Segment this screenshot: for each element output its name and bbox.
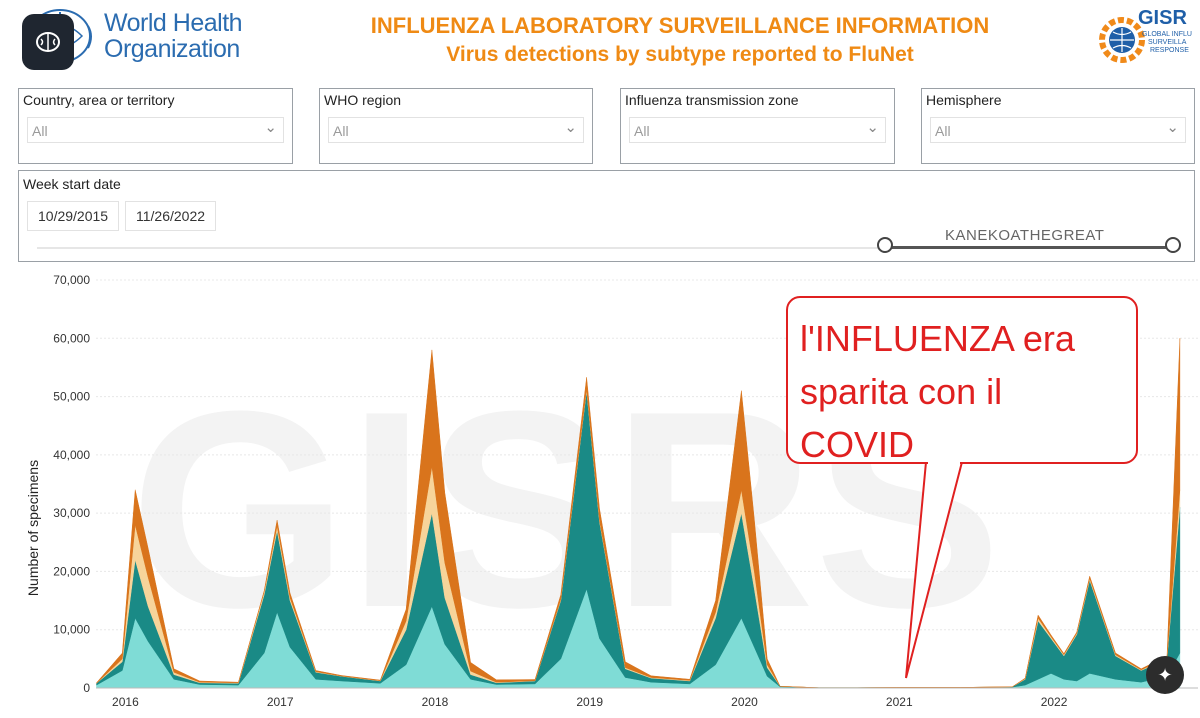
select-value: All [333, 123, 349, 139]
slider-start-handle[interactable] [877, 237, 893, 253]
chevron-down-icon: ⌄ [866, 119, 879, 136]
date-slider-track[interactable] [37, 247, 1176, 249]
gisrs-sub2: SURVEILLA [1148, 39, 1187, 46]
filter-label: Country, area or territory [23, 92, 175, 108]
who-name-line1: World Health [104, 9, 243, 37]
y-tick-label: 60,000 [53, 331, 90, 345]
annotation-text: l'INFLUENZA era sparita con il COVID [800, 312, 1130, 471]
page-title: INFLUENZA LABORATORY SURVEILLANCE INFORM… [300, 12, 1060, 70]
y-tick-label: 30,000 [53, 506, 90, 520]
start-date-input[interactable]: 10/29/2015 [27, 201, 120, 231]
magic-wand-icon: ✦ [1157, 664, 1173, 685]
who-region-select[interactable]: All ⌄ [328, 117, 584, 143]
slider-end-handle[interactable] [1165, 237, 1181, 253]
y-tick-label: 20,000 [53, 564, 90, 578]
filter-country: Country, area or territory All ⌄ [18, 88, 293, 164]
y-tick-label: 50,000 [53, 390, 90, 404]
select-value: All [935, 123, 951, 139]
series-area-4 [96, 338, 1181, 688]
date-filter-label: Week start date [23, 176, 121, 192]
chevron-down-icon: ⌄ [264, 119, 277, 136]
gisrs-title: GISR [1138, 7, 1187, 29]
filter-hemisphere: Hemisphere All ⌄ [921, 88, 1195, 164]
filter-who-region: WHO region All ⌄ [319, 88, 593, 164]
y-axis-label: Number of specimens [25, 460, 41, 596]
country-select[interactable]: All ⌄ [27, 117, 284, 143]
filter-label: Influenza transmission zone [625, 92, 799, 108]
chevron-down-icon: ⌄ [564, 119, 577, 136]
select-value: All [634, 123, 650, 139]
who-name-line2: Organization [104, 35, 240, 63]
filter-label: WHO region [324, 92, 402, 108]
chevron-down-icon: ⌄ [1166, 119, 1179, 136]
x-tick-label: 2021 [886, 695, 913, 709]
annotation-bubble [786, 296, 1138, 464]
end-date-input[interactable]: 11/26/2022 [125, 201, 217, 231]
who-logo: World Health Organization [20, 6, 243, 66]
date-slider-range [885, 246, 1175, 249]
transmission-zone-select[interactable]: All ⌄ [629, 117, 886, 143]
filter-label: Hemisphere [926, 92, 1002, 108]
overlay-watermark: KANEKOATHEGREAT [945, 227, 1105, 244]
x-tick-label: 2019 [576, 695, 603, 709]
y-tick-label: 0 [83, 681, 90, 695]
annotation-line1: l'INFLUENZA era [800, 318, 1075, 359]
hemisphere-select[interactable]: All ⌄ [930, 117, 1186, 143]
magic-wand-button[interactable]: ✦ [1146, 656, 1184, 694]
x-tick-label: 2022 [1041, 695, 1068, 709]
gisrs-logo: GISR GLOBAL INFLU SURVEILLA RESPONSE [1099, 7, 1192, 63]
annotation-line2: sparita con il [800, 371, 1003, 412]
x-tick-label: 2018 [422, 695, 449, 709]
week-start-date-filter: Week start date 10/29/2015 11/26/2022 KA… [18, 170, 1195, 262]
brain-icon [36, 32, 60, 52]
x-tick-label: 2020 [731, 695, 758, 709]
annotation-line3: COVID [800, 424, 915, 465]
gisrs-sub1: GLOBAL INFLU [1142, 31, 1192, 38]
y-tick-label: 40,000 [53, 448, 90, 462]
x-tick-label: 2016 [112, 695, 139, 709]
x-tick-label: 2017 [267, 695, 294, 709]
title-line1: INFLUENZA LABORATORY SURVEILLANCE INFORM… [370, 13, 990, 38]
y-tick-label: 70,000 [53, 273, 90, 287]
title-line2: Virus detections by subtype reported to … [446, 43, 914, 66]
filter-transmission-zone: Influenza transmission zone All ⌄ [620, 88, 895, 164]
y-tick-label: 10,000 [53, 623, 90, 637]
select-value: All [32, 123, 48, 139]
brain-app-badge[interactable] [22, 14, 74, 70]
gisrs-sub3: RESPONSE [1150, 47, 1189, 54]
